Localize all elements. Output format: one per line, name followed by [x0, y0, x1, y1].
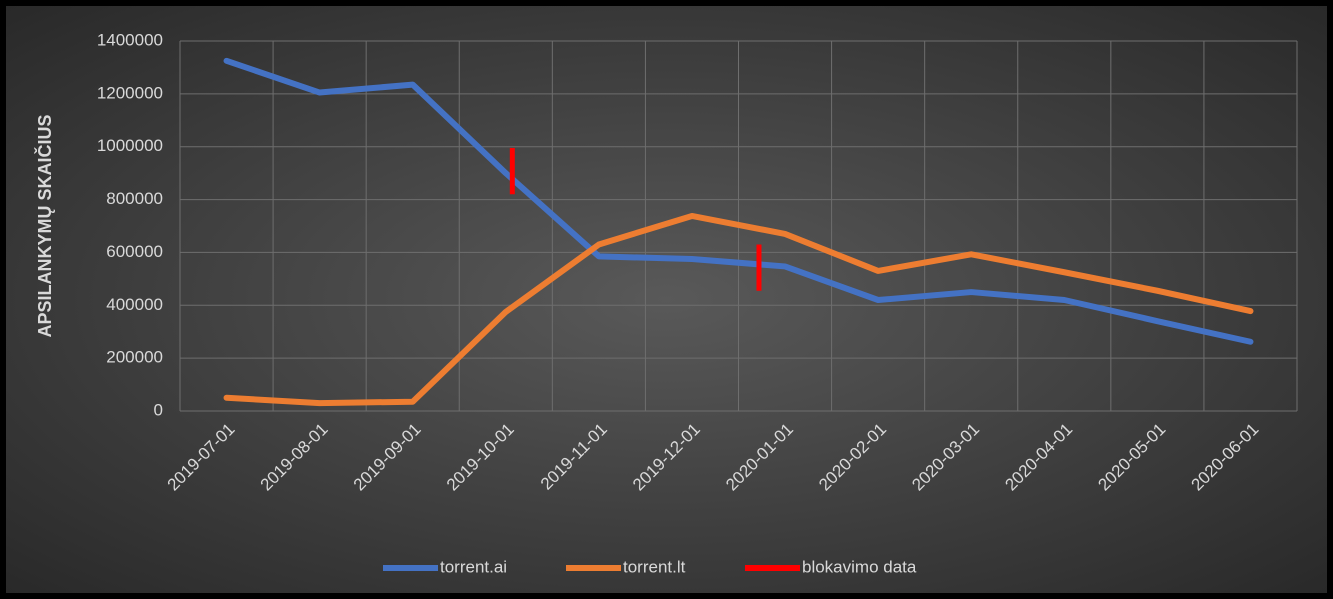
y-tick-label: 400000 — [106, 295, 163, 314]
y-tick-label: 1400000 — [97, 30, 163, 49]
y-tick-label: 0 — [154, 400, 163, 419]
y-tick-label: 800000 — [106, 189, 163, 208]
legend-label: blokavimo data — [802, 557, 917, 576]
legend-label: torrent.ai — [440, 557, 507, 576]
y-tick-label: 600000 — [106, 242, 163, 261]
y-tick-label: 1200000 — [97, 83, 163, 102]
series-line — [223, 57, 1254, 345]
y-tick-label: 1000000 — [97, 136, 163, 155]
y-tick-label: 200000 — [106, 348, 163, 367]
y-axis-title: APSILANKYMŲ SKAIČIUS — [34, 114, 55, 337]
legend-label: torrent.lt — [623, 557, 686, 576]
chart-background — [6, 6, 1327, 593]
series-line — [223, 212, 1254, 407]
